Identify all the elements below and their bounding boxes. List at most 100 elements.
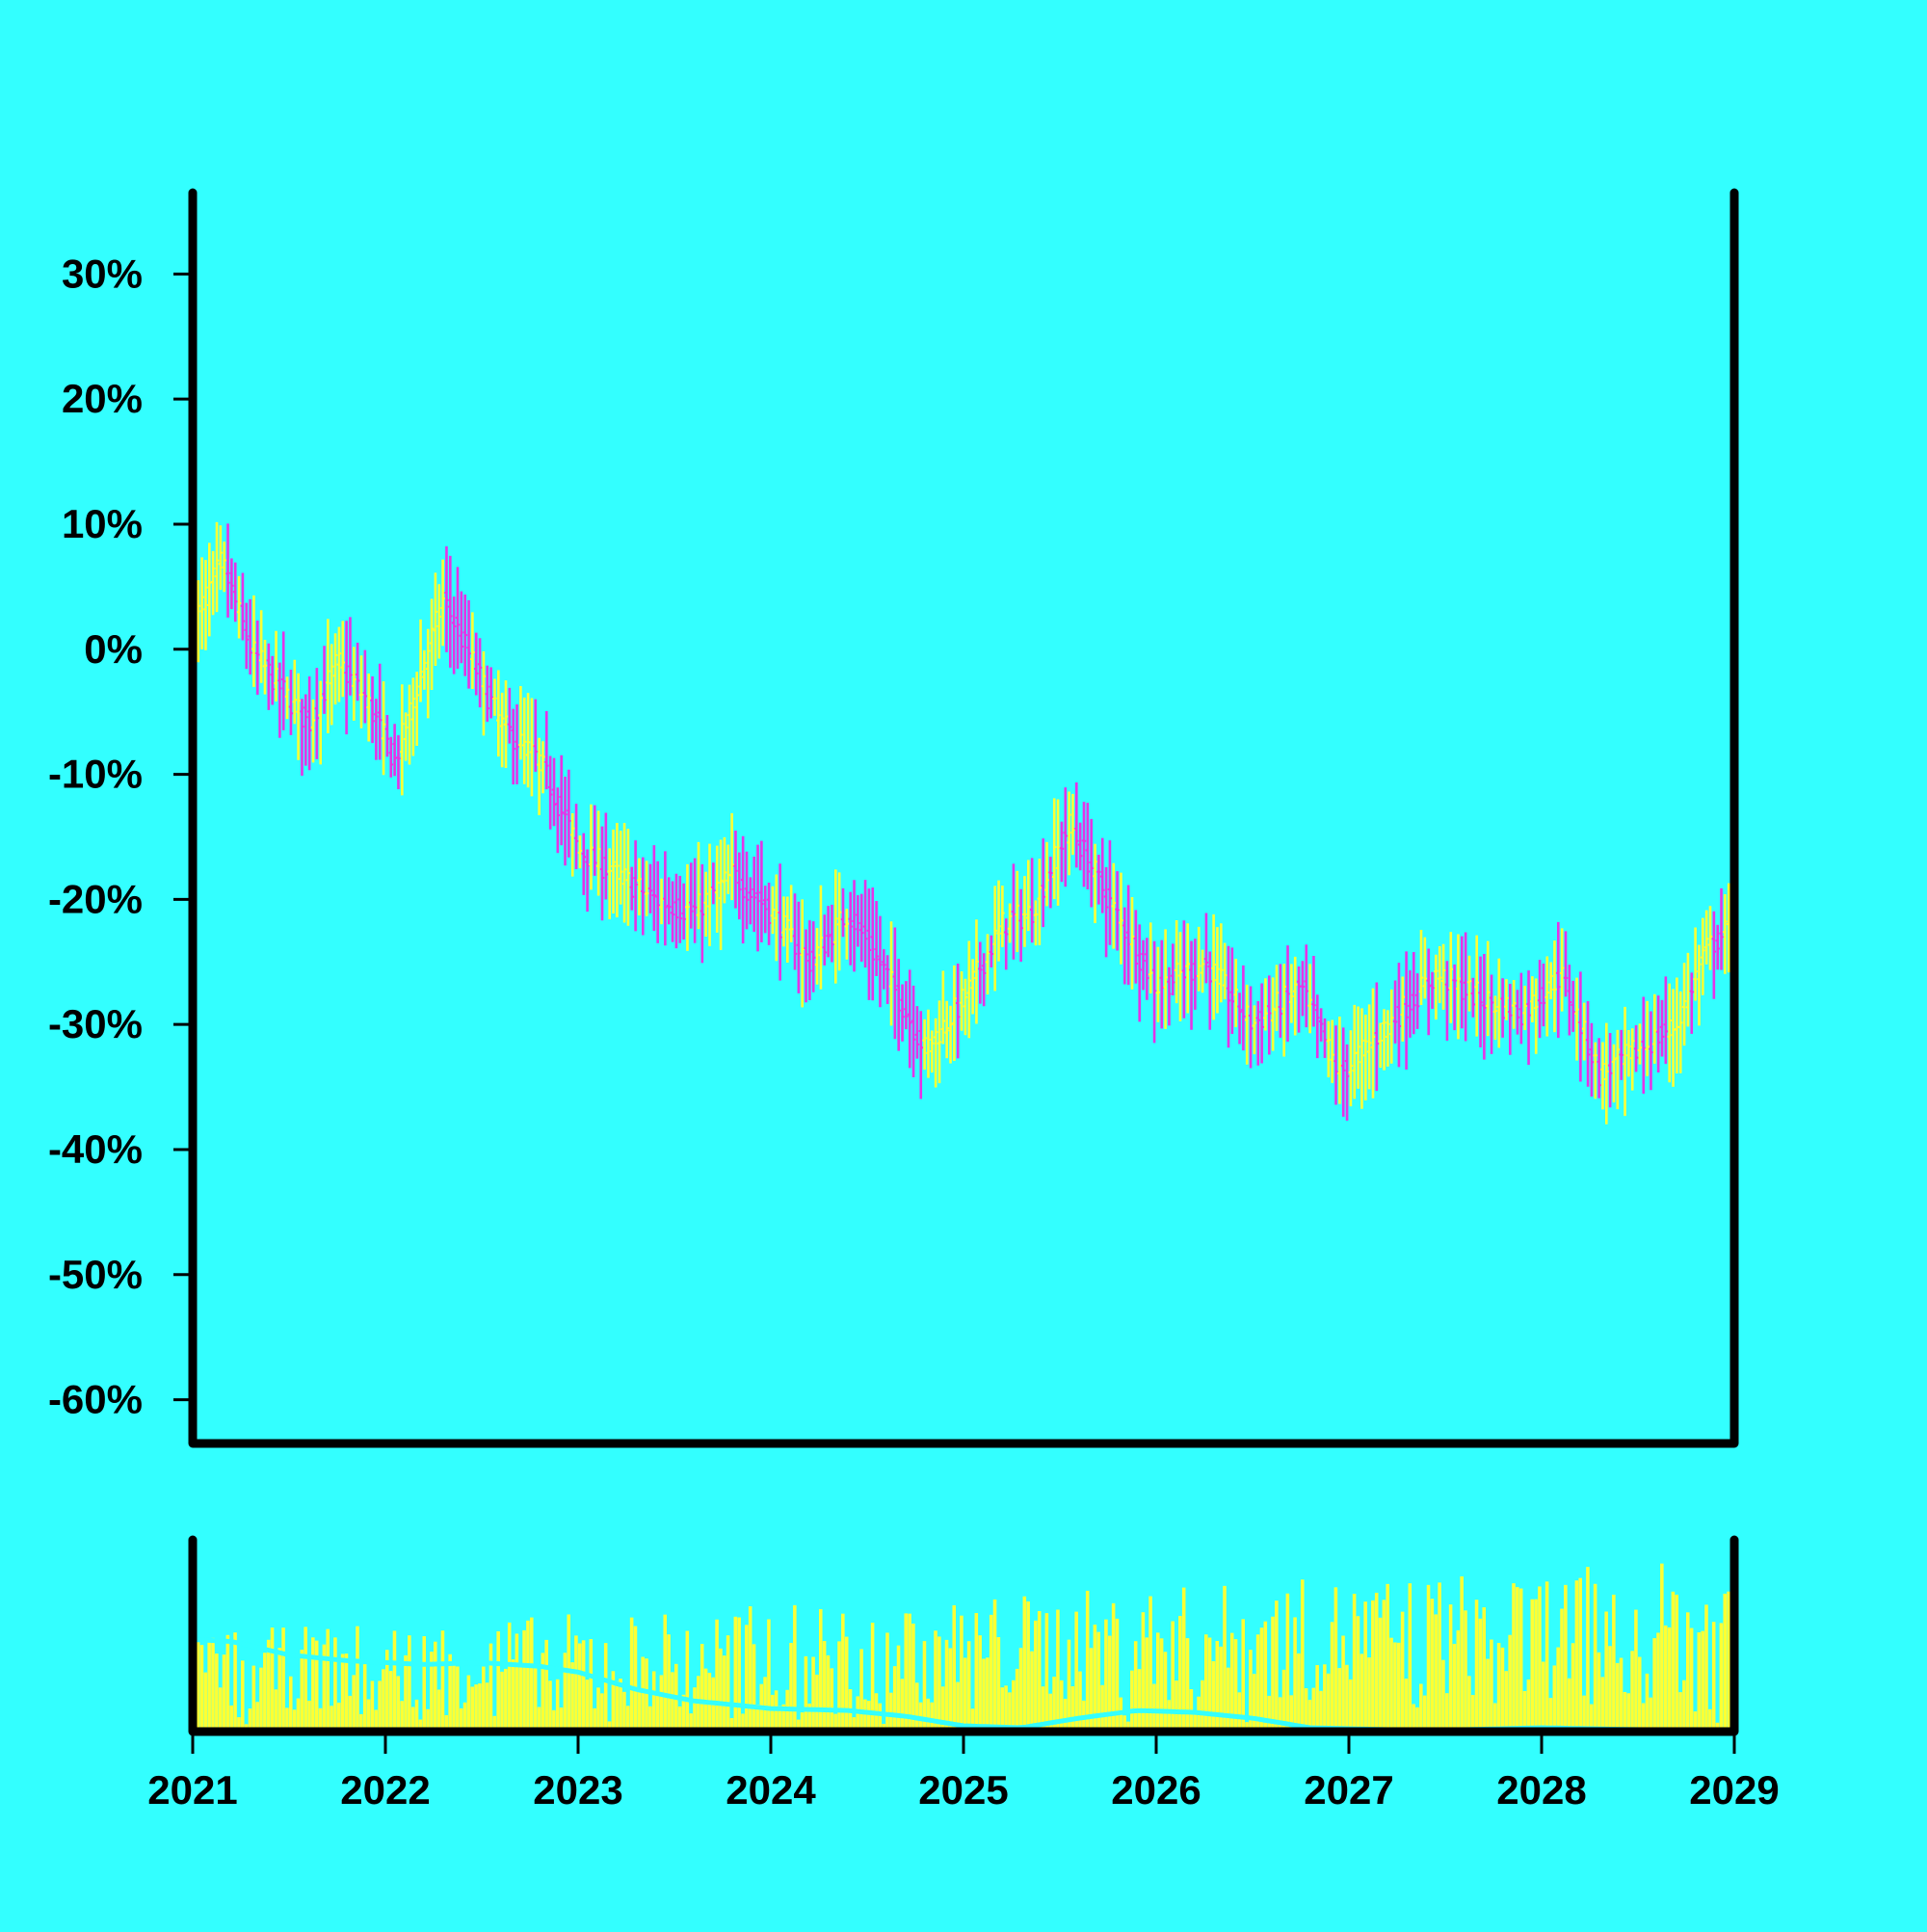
volume-bar: [807, 1703, 811, 1732]
volume-bar: [852, 1717, 857, 1732]
volume-bar: [307, 1700, 311, 1732]
volume-bar: [1219, 1646, 1223, 1732]
volume-bar: [211, 1637, 215, 1732]
y-tick-label: -10%: [48, 752, 143, 797]
y-tick-label: 10%: [62, 501, 143, 546]
volume-bar: [867, 1701, 871, 1732]
volume-bar: [804, 1655, 808, 1732]
volume-bar: [648, 1706, 652, 1732]
volume-bar: [1229, 1632, 1234, 1732]
y-tick-label: 30%: [62, 251, 143, 296]
volume-bar: [266, 1639, 271, 1732]
price-bars: [192, 521, 1735, 1125]
volume-bar: [1078, 1671, 1082, 1732]
volume-bar: [715, 1619, 719, 1732]
volume-bar: [1100, 1684, 1104, 1732]
volume-bar: [589, 1639, 594, 1732]
volume-bar: [1193, 1711, 1197, 1732]
volume-bar: [841, 1613, 845, 1732]
volume-bar: [459, 1707, 463, 1732]
volume-bar: [1552, 1665, 1557, 1732]
volume-bar: [1171, 1621, 1175, 1732]
volume-bar: [952, 1604, 956, 1732]
volume-bar: [1422, 1695, 1427, 1732]
volume-bar: [289, 1676, 293, 1732]
volume-bar: [1689, 1628, 1694, 1732]
volume-bar: [1223, 1585, 1227, 1732]
volume-bar: [1660, 1563, 1664, 1732]
volume-bar: [966, 1641, 971, 1732]
volume-bar: [1671, 1591, 1676, 1732]
volume-bar: [1048, 1693, 1052, 1732]
volume-bar: [900, 1679, 905, 1732]
volume-bar: [1496, 1643, 1501, 1732]
volume-bar: [311, 1637, 315, 1732]
volume-bar: [781, 1704, 786, 1732]
volume-bar: [1122, 1715, 1126, 1732]
volume-bar: [466, 1675, 471, 1732]
volume-bar: [1619, 1657, 1623, 1732]
volume-bar: [1715, 1722, 1720, 1732]
volume-bar: [1275, 1601, 1279, 1732]
volume-bar: [1478, 1618, 1483, 1732]
volume-bar: [689, 1713, 693, 1732]
volume-bar: [896, 1645, 901, 1732]
volume-bar: [986, 1657, 990, 1732]
volume-bar: [296, 1698, 301, 1732]
volume-bar: [1201, 1680, 1204, 1732]
volume-bar: [733, 1616, 738, 1732]
volume-bar: [1415, 1707, 1419, 1732]
volume-bar: [1271, 1616, 1275, 1732]
volume-bar: [507, 1622, 512, 1732]
volume-bar: [930, 1702, 934, 1732]
volume-bar: [1470, 1694, 1475, 1732]
volume-bar: [1397, 1642, 1401, 1732]
volume-bar: [408, 1635, 411, 1732]
volume-bar: [1426, 1584, 1431, 1732]
volume-bar: [492, 1715, 497, 1732]
volume-bar: [982, 1658, 986, 1732]
volume-bar: [1126, 1721, 1130, 1732]
volume-bar: [215, 1654, 219, 1732]
volume-bar: [526, 1620, 530, 1732]
volume-bar: [956, 1681, 960, 1732]
volume-bar: [544, 1639, 548, 1732]
volume-bar: [637, 1691, 642, 1732]
volume-bar: [1104, 1619, 1108, 1732]
volume-bar: [611, 1671, 616, 1732]
volume-bar: [1400, 1611, 1405, 1732]
volume-bar: [1612, 1594, 1616, 1732]
volume-bar: [422, 1636, 426, 1732]
volume-bar: [667, 1634, 671, 1732]
volume-bar: [723, 1655, 726, 1732]
volume-bar: [1241, 1619, 1245, 1732]
volume-bar: [237, 1717, 241, 1732]
volume-bar: [741, 1713, 745, 1732]
volume-bar: [915, 1682, 919, 1732]
volume-bar: [385, 1650, 389, 1732]
volume-bar: [1289, 1695, 1293, 1732]
volume-bar: [270, 1628, 275, 1732]
y-tick-label: 20%: [62, 376, 143, 421]
volume-bar: [1686, 1612, 1690, 1732]
volume-bar: [474, 1684, 478, 1732]
volume-bar: [1137, 1669, 1142, 1732]
volume-bar: [366, 1699, 371, 1732]
volume-bar: [651, 1671, 656, 1732]
y-tick-label: -20%: [48, 876, 143, 921]
volume-bar: [1701, 1630, 1704, 1732]
volume-bar: [382, 1669, 385, 1732]
volume-bar: [196, 1640, 200, 1732]
volume-bar: [1012, 1680, 1016, 1732]
volume-bar: [1448, 1604, 1453, 1732]
volume-bar: [1060, 1680, 1064, 1732]
volume-bar: [1089, 1648, 1094, 1732]
volume-bar: [388, 1671, 393, 1732]
volume-bars: [192, 1563, 1734, 1733]
volume-bar: [1207, 1637, 1212, 1732]
volume-bar: [274, 1689, 278, 1732]
volume-bar: [1167, 1700, 1172, 1732]
volume-bar: [318, 1707, 323, 1732]
volume-bar: [434, 1641, 437, 1732]
